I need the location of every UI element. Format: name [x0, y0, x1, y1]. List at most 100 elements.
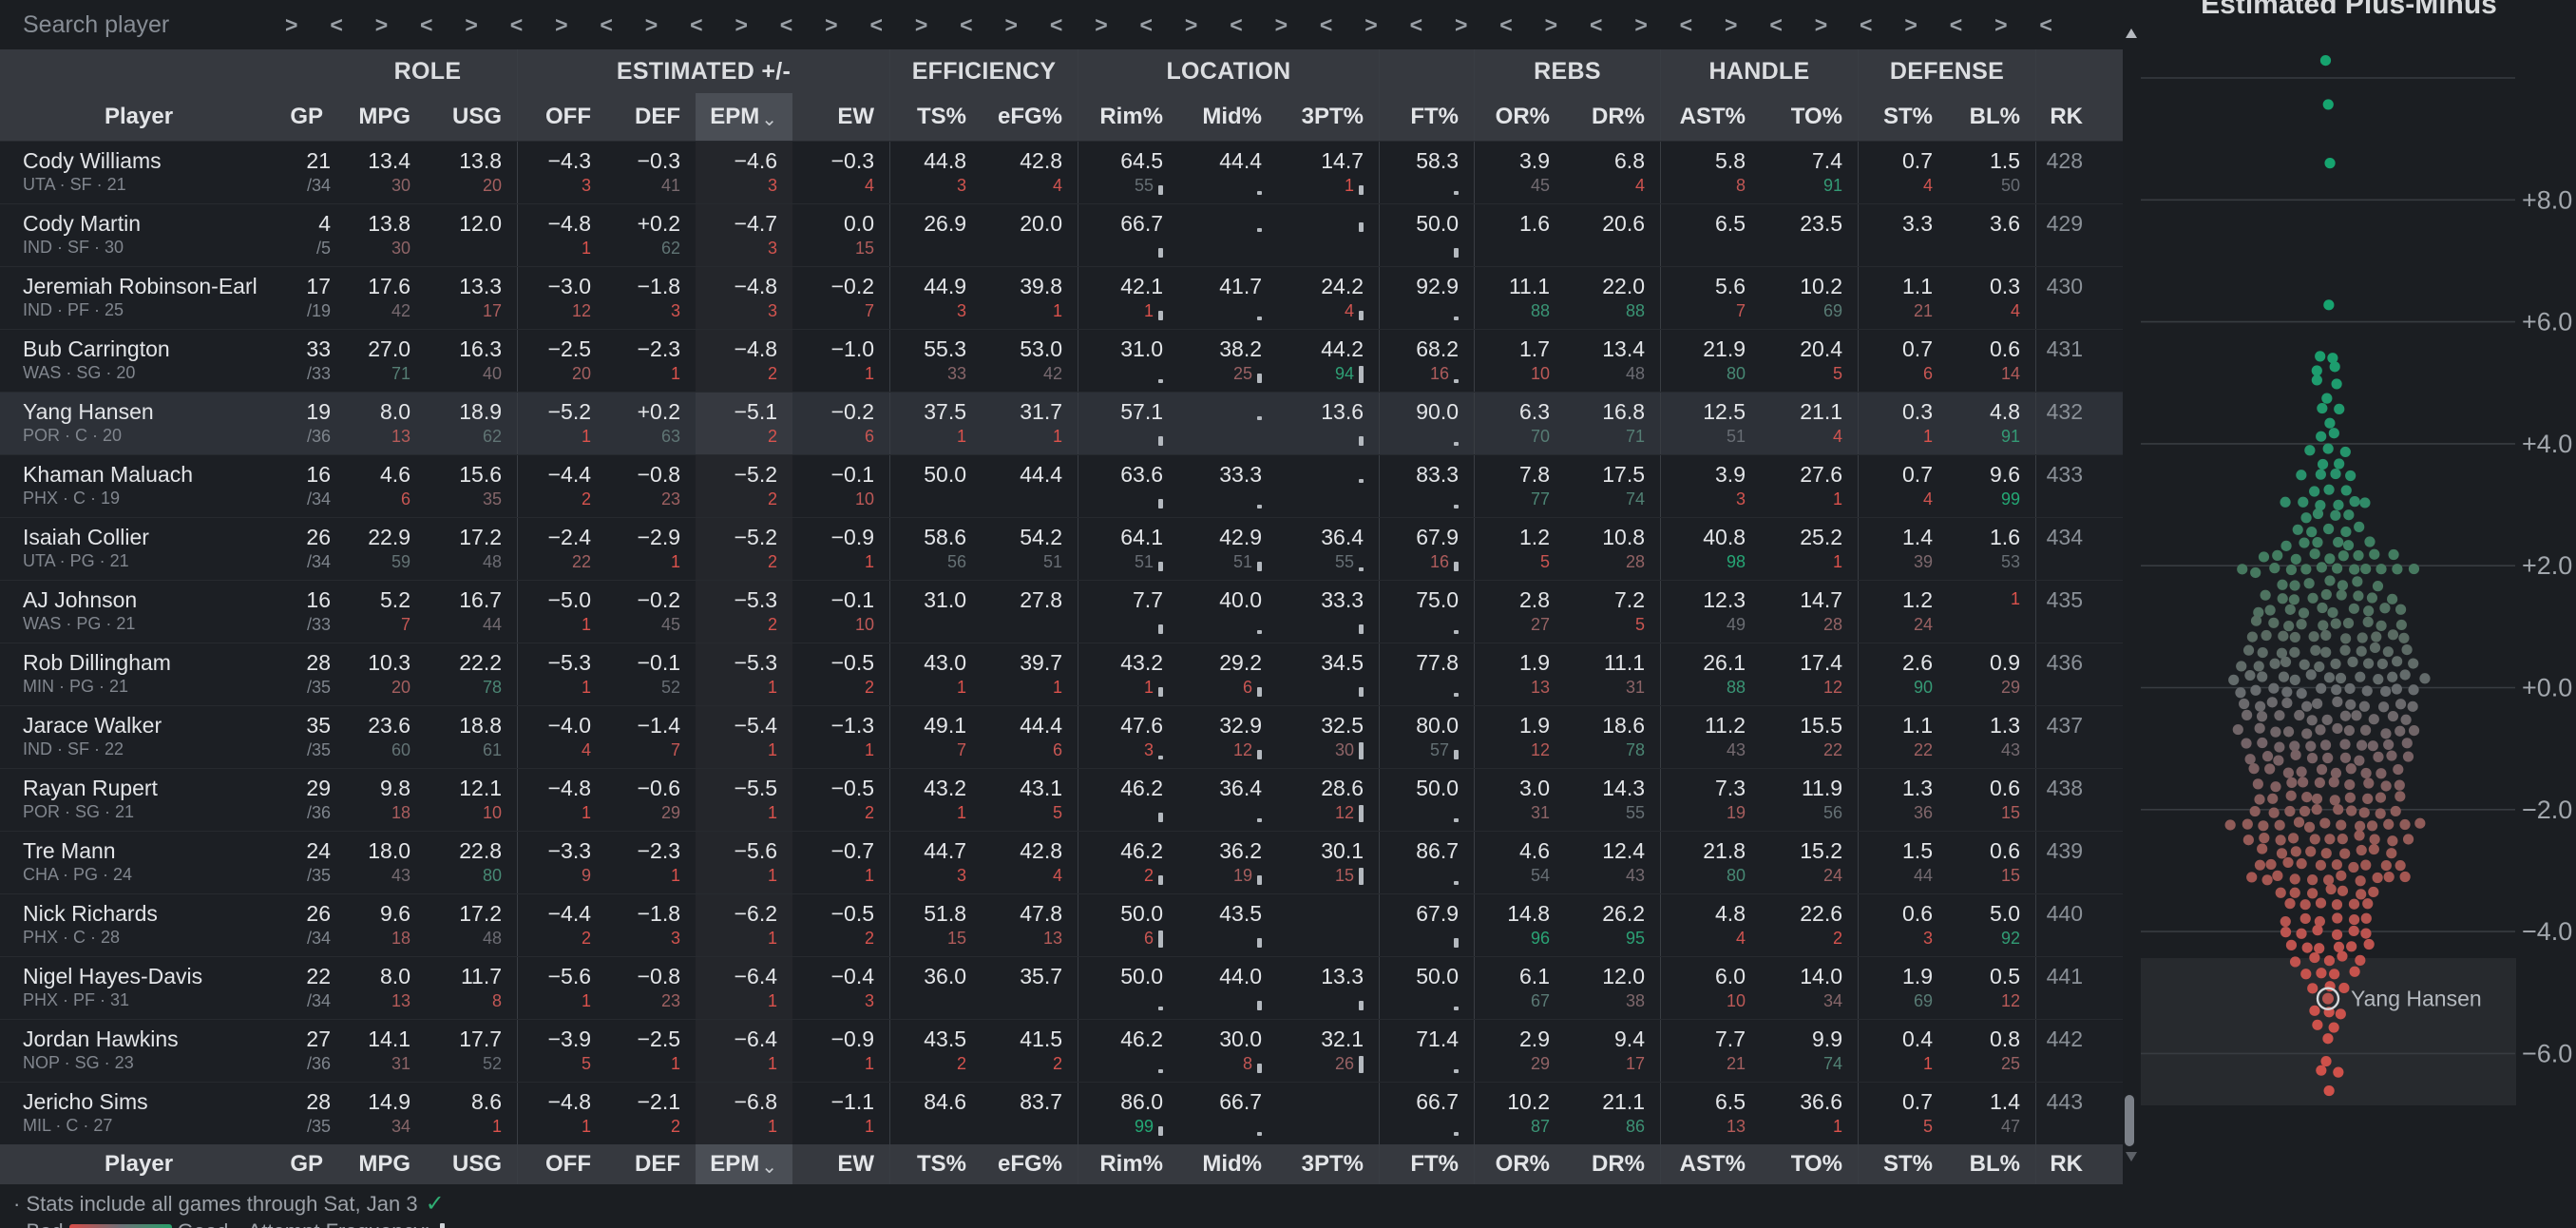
col-header-mid[interactable]: Mid% — [1178, 1144, 1277, 1184]
player-dot[interactable] — [2315, 859, 2327, 871]
player-dot[interactable] — [2307, 874, 2318, 886]
player-dot[interactable] — [2241, 709, 2253, 720]
shift-column-right-icon[interactable]: > — [1634, 11, 1648, 37]
player-dot[interactable] — [2274, 710, 2285, 721]
shift-column-right-icon[interactable]: > — [1994, 11, 2008, 37]
player-dot[interactable] — [2289, 646, 2300, 658]
player-dot[interactable] — [2328, 428, 2339, 439]
player-dot[interactable] — [2362, 616, 2374, 627]
player-dot[interactable] — [2317, 458, 2329, 470]
col-header-dr[interactable]: DR% — [1565, 1144, 1660, 1184]
player-dot[interactable] — [2321, 393, 2333, 404]
player-dot[interactable] — [2368, 843, 2379, 855]
player-dot[interactable] — [2307, 592, 2318, 604]
col-header-ast[interactable]: AST% — [1660, 93, 1761, 141]
player-dot[interactable] — [2337, 950, 2348, 962]
player-dot[interactable] — [2246, 872, 2258, 883]
player-dot[interactable] — [2400, 714, 2412, 725]
scroll-up-icon[interactable] — [2126, 29, 2137, 38]
player-dot[interactable] — [2327, 353, 2338, 364]
player-dot[interactable] — [2257, 671, 2268, 682]
player-dot[interactable] — [2376, 564, 2387, 575]
player-dot[interactable] — [2371, 631, 2382, 643]
player-dot[interactable] — [2333, 499, 2344, 510]
player-dot[interactable] — [2324, 553, 2336, 565]
player-dot[interactable] — [2356, 739, 2368, 751]
col-header-gp[interactable]: GP — [285, 93, 338, 141]
player-dot[interactable] — [2315, 897, 2327, 909]
player-dot[interactable] — [2329, 795, 2340, 806]
player-dot[interactable] — [2254, 859, 2266, 871]
shift-column-right-icon[interactable]: > — [825, 11, 838, 37]
player-dot[interactable] — [2353, 549, 2364, 562]
player-dot[interactable] — [2336, 870, 2347, 881]
player-dot[interactable] — [2376, 658, 2388, 670]
player-dot[interactable] — [2306, 715, 2318, 726]
player-dot[interactable] — [2344, 778, 2356, 791]
player-dot[interactable] — [2261, 874, 2273, 886]
shift-column-left-icon[interactable]: < — [2039, 11, 2052, 37]
player-dot[interactable] — [2290, 553, 2301, 565]
player-dot[interactable] — [2296, 858, 2307, 870]
col-header-epm[interactable]: EPM ⌄ — [696, 93, 792, 141]
player-dot[interactable] — [2296, 619, 2307, 630]
shift-column-right-icon[interactable]: > — [1904, 11, 1918, 37]
player-dot[interactable] — [2392, 564, 2403, 575]
player-dot[interactable] — [2248, 763, 2260, 775]
player-dot[interactable] — [2334, 458, 2345, 470]
player-dot[interactable] — [2273, 755, 2284, 766]
player-dot[interactable] — [2309, 834, 2320, 845]
player-dot[interactable] — [2337, 580, 2349, 591]
player-dot[interactable] — [2275, 835, 2286, 846]
player-dot[interactable] — [2343, 724, 2356, 737]
col-header-bl[interactable]: BL% — [1948, 1144, 2035, 1184]
player-dot[interactable] — [2276, 647, 2288, 659]
col-header-def[interactable]: DEF — [606, 93, 696, 141]
player-dot[interactable] — [2333, 941, 2345, 953]
player-dot[interactable] — [2299, 805, 2311, 817]
player-dot[interactable] — [2319, 54, 2332, 67]
player-dot[interactable] — [2419, 673, 2431, 684]
player-dot[interactable] — [2408, 725, 2420, 737]
player-dot[interactable] — [2372, 581, 2384, 592]
shift-column-left-icon[interactable]: < — [1139, 11, 1153, 37]
table-row-jeremiah-robinson-earl[interactable]: Jeremiah Robinson-Earl IND · PF · 25 17/19… — [0, 266, 2123, 329]
player-dot[interactable] — [2269, 658, 2280, 669]
player-dot[interactable] — [2343, 509, 2355, 521]
player-dot[interactable] — [2353, 590, 2364, 602]
player-dot[interactable] — [2267, 793, 2279, 804]
player-dot[interactable] — [2382, 646, 2394, 658]
player-dot[interactable] — [2369, 642, 2381, 654]
col-header-mpg[interactable]: MPG — [338, 1144, 426, 1184]
player-dot[interactable] — [2395, 860, 2406, 872]
player-dot[interactable] — [2386, 750, 2397, 761]
player-dot[interactable] — [2359, 497, 2371, 508]
player-dot[interactable] — [2333, 1066, 2344, 1078]
player-dot[interactable] — [2394, 779, 2405, 791]
player-dot[interactable] — [2340, 485, 2352, 496]
player-dot[interactable] — [2339, 644, 2351, 656]
player-dot[interactable] — [2345, 699, 2357, 710]
col-header-efg[interactable]: eFG% — [982, 93, 1078, 141]
table-row-cody-williams[interactable]: Cody Williams UTA · SF · 21 21/34 13.4 30 13.… — [0, 141, 2123, 203]
shift-column-left-icon[interactable]: < — [1499, 11, 1513, 37]
shift-column-left-icon[interactable]: < — [1949, 11, 1963, 37]
shift-column-left-icon[interactable]: < — [600, 11, 613, 37]
player-dot[interactable] — [2391, 683, 2402, 695]
table-row-jericho-sims[interactable]: Jericho Sims MIL · C · 27 28/35 14.9 34 8.6 1−… — [0, 1082, 2123, 1144]
shift-column-right-icon[interactable]: > — [1725, 11, 1738, 37]
player-dot[interactable] — [2280, 656, 2292, 668]
player-dot[interactable] — [2268, 617, 2280, 628]
player-dot[interactable] — [2315, 351, 2326, 362]
player-dot[interactable] — [2244, 754, 2256, 765]
player-dot[interactable] — [2300, 969, 2312, 980]
player-dot[interactable] — [2308, 631, 2319, 643]
col-header-rim[interactable]: Rim% — [1078, 93, 1178, 141]
player-dot[interactable] — [2301, 942, 2313, 953]
player-dot[interactable] — [2265, 858, 2277, 871]
player-dot[interactable] — [2337, 834, 2348, 845]
player-dot[interactable] — [2285, 790, 2297, 801]
player-dot[interactable] — [2280, 496, 2291, 508]
player-dot[interactable] — [2272, 870, 2283, 881]
player-dot[interactable] — [2277, 593, 2288, 604]
